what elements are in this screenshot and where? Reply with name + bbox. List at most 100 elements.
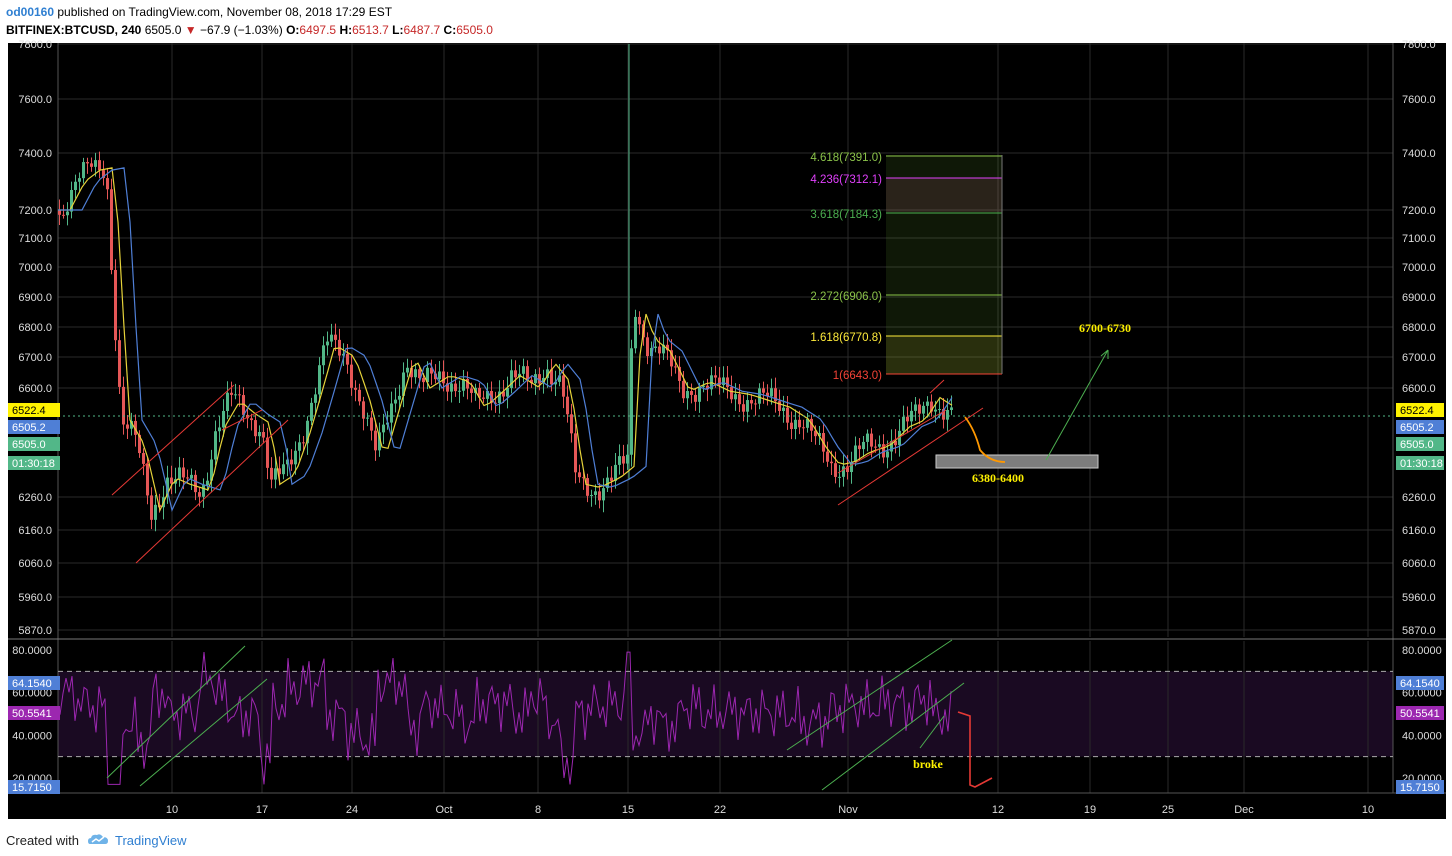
candle-body [778,401,781,411]
candle-body [938,409,941,411]
rsi-trend-line [106,645,246,779]
candle-body [382,424,385,433]
candle-body [246,414,249,419]
down-arrow-icon: ▼ [184,23,197,37]
rsi-badge-left-text: 15.7150 [12,782,52,794]
candle-body [314,394,317,403]
candle-body [738,394,741,405]
candle-body [494,402,497,404]
candle-body [810,418,813,431]
candle-body [922,405,925,414]
author-link[interactable]: od00160 [6,5,55,19]
candle-body [750,400,753,404]
candle-body [126,424,129,429]
price-badge-left [8,403,60,417]
candle-body [142,453,145,464]
candle-body [94,160,97,167]
candle-body [874,446,877,448]
candle-body [630,348,633,455]
candle-body [378,432,381,451]
rsi-badge-left-text: 64.1540 [12,678,52,690]
candle-body [566,396,569,415]
broke-label: broke [913,757,943,771]
candle-body [578,472,581,478]
candle-body [342,353,345,356]
candle-body [670,350,673,367]
price-tick-label-left: 7400.0 [18,148,52,160]
close-label: C: [443,23,457,37]
candle-body [218,427,221,432]
candle-body [186,477,189,479]
candle-body [682,380,685,399]
grid-lines [58,43,1393,793]
candle-body [290,459,293,465]
candle-body [502,391,505,397]
candle-body [258,432,261,437]
candle-body [702,385,705,387]
price-tick-label-right: 5870.0 [1402,625,1436,637]
candle-body [462,378,465,391]
created-with-text: Created with [6,832,79,848]
candle-body [86,162,89,164]
candle-body [662,344,665,354]
candle-body [454,383,457,392]
candle-body [794,419,797,430]
candle-body [134,420,137,435]
broke-arrow [919,715,945,749]
tradingview-link[interactable]: TradingView [114,832,187,848]
candle-body [458,390,461,392]
price-tick-label-left: 7200.0 [18,205,52,217]
rsi-projection [957,711,993,788]
rsi-tick-label-left: 40.0000 [12,730,52,742]
symbol-label[interactable]: BITFINEX:BTCUSD, 240 [6,23,142,37]
close-value: 6505.0 [456,23,493,37]
time-tick-label: 15 [622,804,634,816]
candle-body [842,466,845,477]
price-badge-right [1396,456,1444,470]
candle-body [890,440,893,452]
candle-body [306,420,309,444]
candle-body [486,390,489,399]
candle-body [482,397,485,399]
candle-body [898,430,901,446]
candle-body [706,385,709,390]
candle-body [74,181,77,190]
candle-body [734,394,737,400]
candle-body [866,433,869,442]
candle-body [506,387,509,397]
price-tick-label-right: 7600.0 [1402,94,1436,106]
rsi-tick-label-right: 60.0000 [1402,688,1442,700]
candle-body [826,451,829,462]
price-badge-right [1396,403,1444,417]
candle-body [926,401,929,406]
candle-body [770,388,773,397]
target-label: 6700-6730 [1079,321,1131,335]
candle-body [58,210,61,215]
candle-body [690,391,693,395]
last-price: 6505.0 [144,23,182,37]
candle-body [250,418,253,421]
price-tick-label-left: 5960.0 [18,592,52,604]
candle-body [878,444,881,447]
candle-body [678,366,681,381]
candle-body [366,417,369,419]
candle-body [650,347,653,357]
candle-body [442,371,445,384]
candle-body [846,466,849,473]
candle-body [294,450,297,465]
candle-body [798,419,801,428]
candle-body [698,386,701,402]
candle-body [602,488,605,501]
candle-body [78,178,81,182]
candle-body [634,316,637,349]
candle-body [302,442,305,444]
candle-body [942,409,945,420]
candle-body [646,337,649,357]
candle-body [626,454,629,464]
rsi-badge-right-text: 64.1540 [1400,678,1440,690]
candle-body [226,392,229,411]
candle-body [762,388,765,393]
candle-body [742,404,745,412]
rsi-badge-left [8,780,60,794]
